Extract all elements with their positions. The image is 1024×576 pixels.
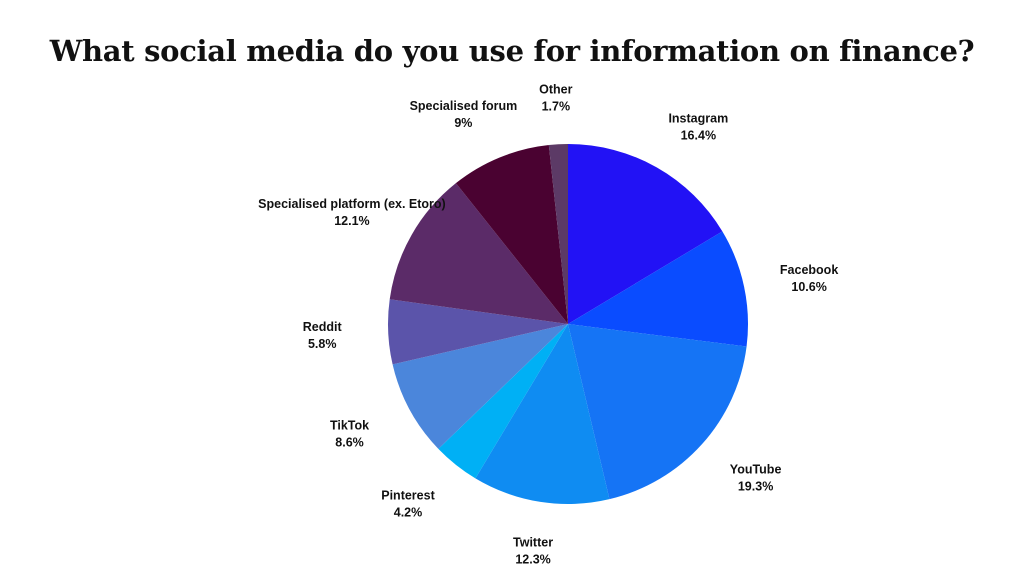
slice-label-instagram: Instagram 16.4%	[668, 112, 728, 143]
slice-value: 5.8%	[308, 337, 337, 351]
slice-value: 19.3%	[738, 479, 773, 493]
slice-value: 16.4%	[681, 129, 716, 143]
slice-value: 9%	[454, 116, 472, 130]
slice-label-reddit: Reddit 5.8%	[303, 320, 343, 351]
chart-title: What social media do you use for informa…	[49, 34, 975, 68]
slice-value: 4.2%	[394, 505, 423, 519]
pie-labels: Instagram 16.4% Facebook 10.6% YouTube 19.3% T…	[258, 82, 838, 566]
pie-slice-youtube	[568, 324, 747, 500]
slice-name: Instagram	[668, 112, 728, 126]
slice-name: Pinterest	[381, 488, 435, 502]
pie-slice-other	[548, 144, 568, 324]
slice-label-youtube: YouTube 19.3%	[730, 462, 782, 493]
slice-label-twitter: Twitter 12.3%	[513, 535, 553, 566]
slice-name: Specialised platform (ex. Etoro)	[258, 197, 446, 211]
slice-name: Other	[539, 82, 572, 96]
slice-name: TikTok	[330, 419, 369, 433]
pie-slice-reddit	[388, 299, 568, 365]
slice-name: Facebook	[780, 263, 838, 277]
slice-value: 1.7%	[542, 99, 571, 113]
slice-name: Specialised forum	[410, 99, 518, 113]
slice-name: Twitter	[513, 535, 553, 549]
slice-name: YouTube	[730, 462, 782, 476]
slice-label-specialised-platform-ex-etoro: Specialised platform (ex. Etoro) 12.1%	[258, 197, 446, 228]
slice-value: 8.6%	[335, 436, 364, 450]
pie-slice-tiktok	[392, 324, 568, 449]
pie-slice-instagram	[568, 144, 723, 324]
slice-label-tiktok: TikTok 8.6%	[330, 419, 369, 450]
slice-label-other: Other 1.7%	[539, 82, 572, 113]
pie-slice-facebook	[568, 231, 748, 347]
pie-slice-specialised-forum	[455, 145, 568, 324]
slice-value: 10.6%	[791, 280, 826, 294]
pie-slice-twitter	[475, 324, 610, 504]
slice-label-facebook: Facebook 10.6%	[780, 263, 838, 294]
slice-value: 12.1%	[334, 214, 369, 228]
slice-label-pinterest: Pinterest 4.2%	[381, 488, 435, 519]
slice-value: 12.3%	[515, 552, 550, 566]
pie-slice-pinterest	[438, 324, 568, 479]
slice-name: Reddit	[303, 320, 343, 334]
pie-slices	[388, 144, 748, 504]
slice-label-specialised-forum: Specialised forum 9%	[410, 99, 518, 130]
pie-slice-specialised-platform-ex-etoro	[389, 183, 568, 324]
